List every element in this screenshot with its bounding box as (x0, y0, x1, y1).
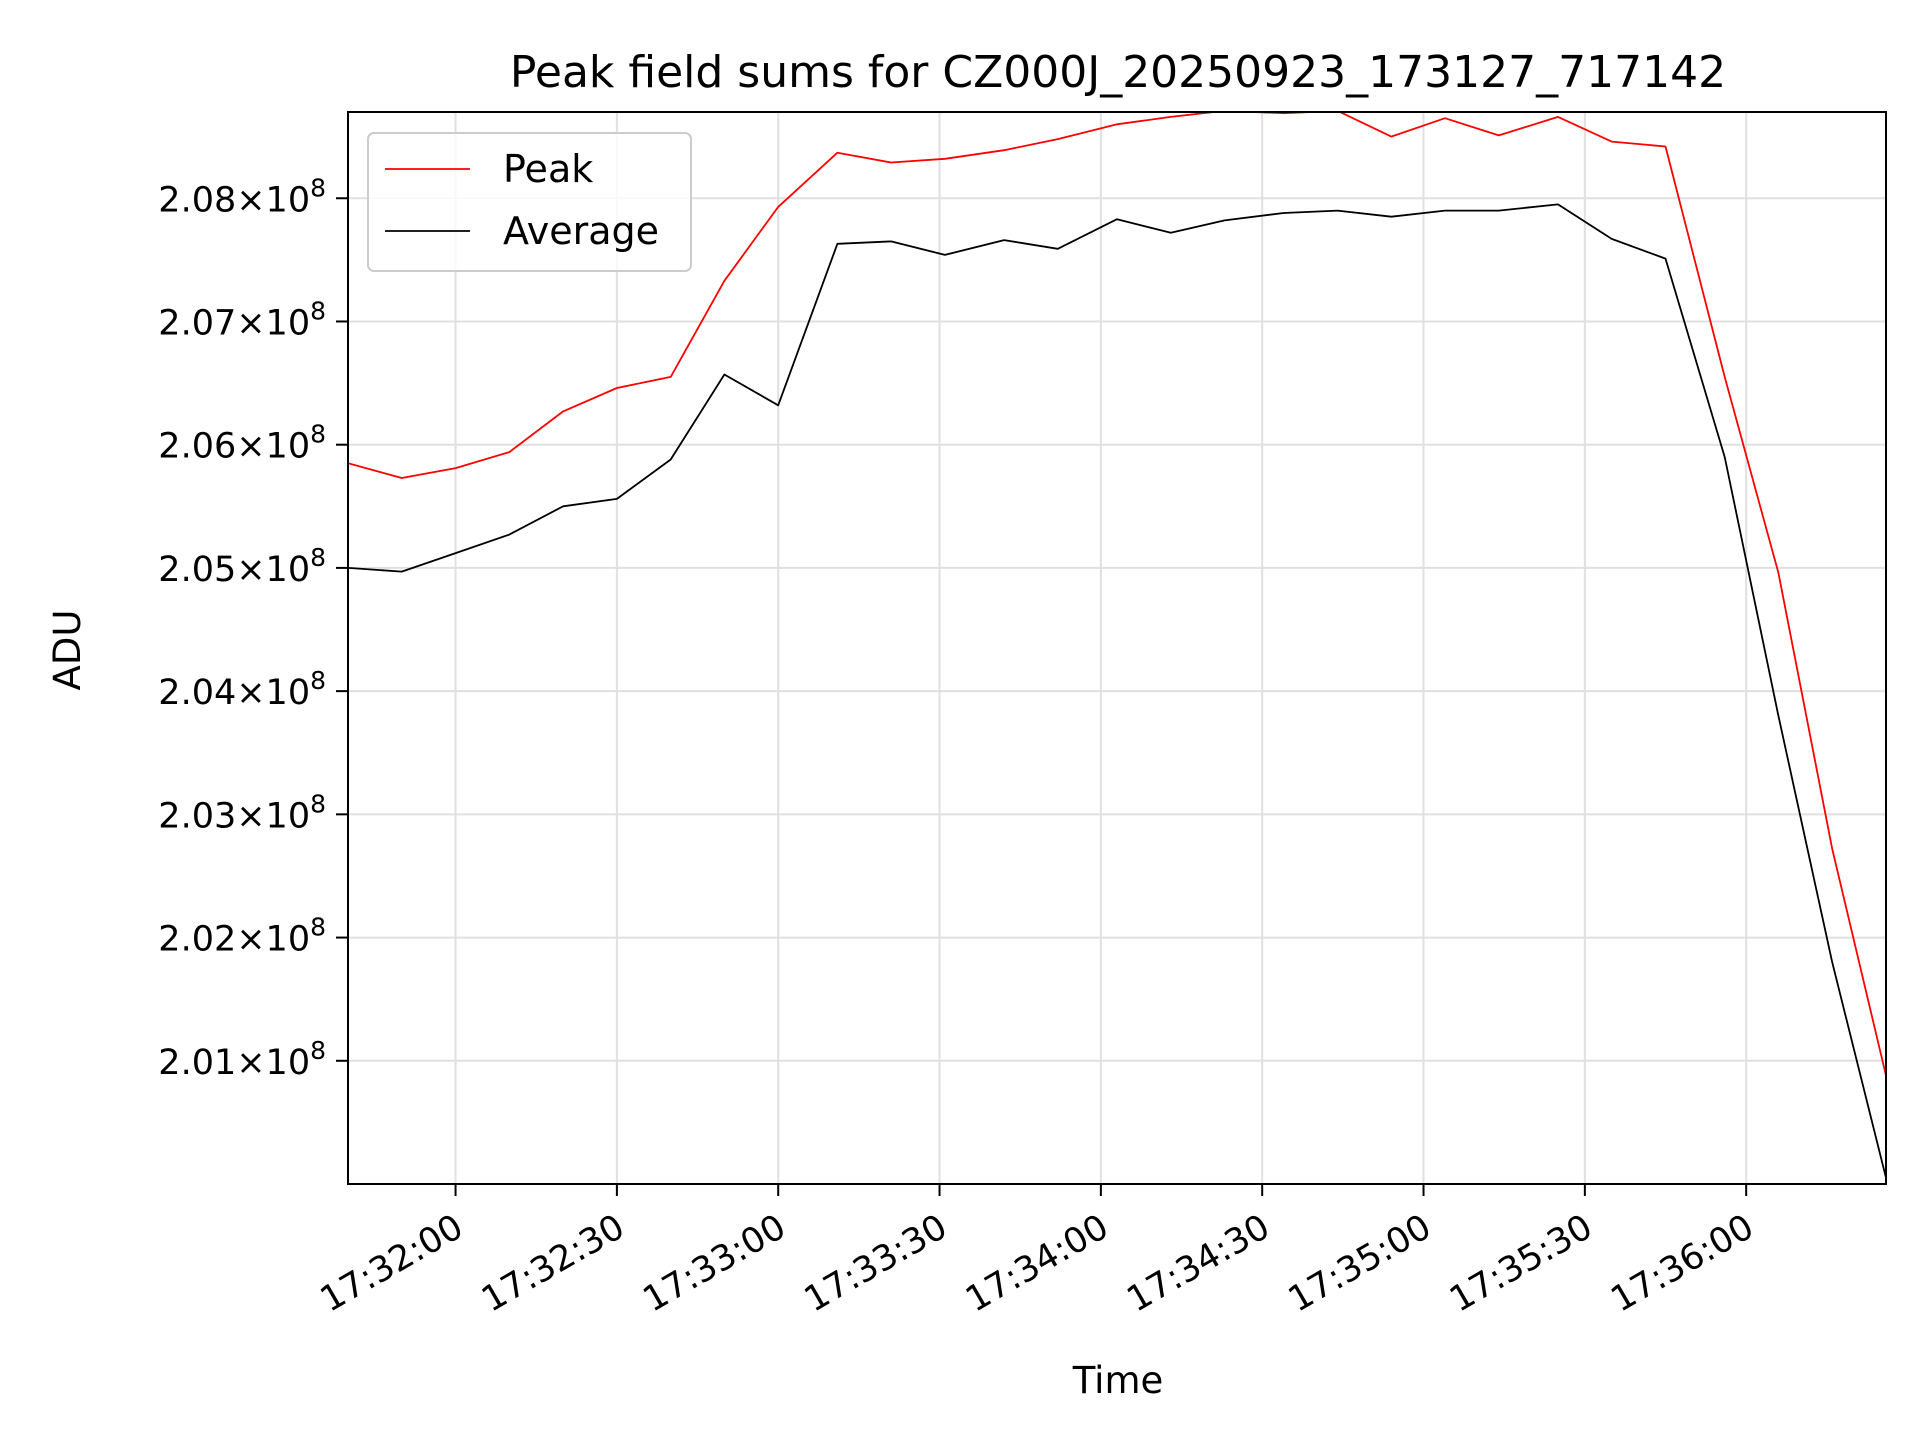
y-tick-label: 2.07×108 (158, 296, 326, 343)
y-axis: 2.01×108 2.02×108 2.03×108 2.04×108 2.05×108… (158, 173, 348, 1083)
legend-label-peak: Peak (503, 147, 593, 191)
chart-title: Peak field sums for CZ000J_20250923_1731… (510, 47, 1726, 98)
legend-box (367, 132, 692, 272)
y-tick-label: 2.03×108 (158, 789, 326, 836)
y-tick-label: 2.01×108 (158, 1036, 326, 1083)
y-tick-label: 2.06×108 (158, 420, 326, 467)
y-axis-title: ADU (46, 610, 89, 691)
series-line-average (348, 203, 1886, 1179)
grid (348, 112, 1886, 1184)
x-axis-title: Time (1072, 1359, 1164, 1402)
series-line-peak (348, 112, 1886, 1076)
y-tick-label: 2.02×108 (158, 913, 326, 960)
y-tick-label: 2.05×108 (158, 543, 326, 590)
y-tick-label: 2.08×108 (158, 173, 326, 220)
legend-label-average: Average (503, 209, 659, 253)
y-tick-label: 2.04×108 (158, 666, 326, 713)
legend: Peak Average (367, 132, 692, 272)
series-layer (348, 112, 1886, 1179)
plot-frame (347, 111, 1887, 1185)
